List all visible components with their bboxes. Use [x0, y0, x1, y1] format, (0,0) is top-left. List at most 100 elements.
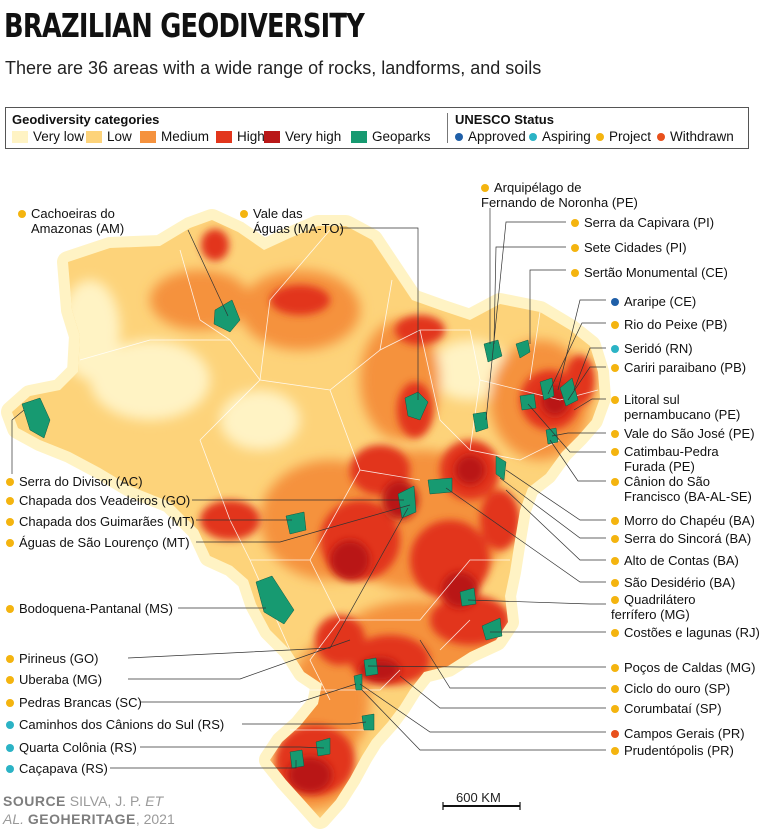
label-line: Cariri paraibano (PB): [624, 360, 747, 375]
status-dot-project: [240, 210, 248, 218]
label-cariri: Cariri paraibano (PB): [611, 360, 747, 375]
label-line: Furada (PE): [624, 459, 695, 474]
label-serra-sincora: Serra do Sincorá (BA): [611, 531, 752, 546]
source-credit: SOURCE SILVA, J. P. ET AL. GEOHERITAGE, …: [3, 792, 175, 828]
status-dot-project: [571, 219, 579, 227]
label-pirineus: Pirineus (GO): [6, 651, 99, 666]
status-dot-project: [6, 676, 14, 684]
label-vale-das-aguas: Vale das Águas (MA-TO): [240, 206, 344, 236]
scale-bar: [442, 802, 521, 810]
swatch-very-high: [264, 130, 280, 143]
label-corumbatai: Corumbataí (SP): [611, 701, 722, 716]
label-chapada-veadeiros: Chapada dos Veadeiros (GO): [6, 493, 190, 508]
status-dot-project: [611, 557, 619, 565]
source-journal: GEOHERITAGE: [27, 811, 136, 827]
label-line: São Desidério (BA): [624, 575, 736, 590]
status-dot-project: [18, 210, 26, 218]
dot-aspiring: [529, 132, 537, 141]
label-line: Vale do São José (PE): [624, 426, 755, 441]
label-line: Litoral sul: [624, 392, 680, 407]
dot-withdrawn: [657, 132, 665, 141]
status-dot-project: [6, 605, 14, 613]
label-serido: Seridó (RN): [611, 341, 693, 356]
legend-high: High: [216, 129, 265, 144]
legend-label: Medium: [161, 129, 210, 144]
label-line: Cachoeiras do: [31, 206, 115, 221]
leader-lines: [11, 208, 606, 769]
label-line: ferrífero (MG): [611, 607, 690, 622]
page-subtitle: There are 36 areas with a wide range of …: [5, 58, 542, 78]
scale-label: 600 KM: [456, 790, 501, 805]
status-dot-project: [611, 430, 619, 438]
legend-label: Aspiring: [542, 129, 591, 144]
source-authors: SILVA, J. P.: [69, 793, 146, 809]
label-catimbau: Catimbau-Pedra Furada (PE): [611, 444, 719, 474]
label-morro-do-chapeu: Morro do Chapéu (BA): [611, 513, 755, 528]
label-chapada-guimaraes: Chapada dos Guimarães (MT): [6, 514, 195, 529]
legend-very-high: Very high: [264, 129, 341, 144]
label-quadrilatero: Quadrilátero ferrífero (MG): [611, 592, 696, 622]
label-bodoquena: Bodoquena-Pantanal (MS): [6, 601, 173, 616]
label-line: Rio do Peixe (PB): [624, 317, 728, 332]
legend-very-low: Very low: [12, 129, 84, 144]
dot-project: [596, 132, 604, 141]
label-costoes-lagunas: Costões e lagunas (RJ): [611, 625, 760, 640]
label-line: Serra da Capivara (PI): [584, 215, 715, 230]
swatch-medium: [140, 130, 156, 143]
label-line: Bodoquena-Pantanal (MS): [19, 601, 173, 616]
status-dot-project: [611, 664, 619, 672]
status-dot-project: [611, 478, 619, 486]
label-line: Poços de Caldas (MG): [624, 660, 756, 675]
label-alto-de-contas: Alto de Contas (BA): [611, 553, 739, 568]
label-canion-sao-francisco: Cânion do São Francisco (BA-AL-SE): [611, 474, 752, 504]
page-title: BRAZILIAN GEODIVERSITY: [4, 6, 365, 45]
status-dot-approved: [611, 298, 619, 306]
label-line: Morro do Chapéu (BA): [624, 513, 755, 528]
label-sertao-monumental: Sertão Monumental (CE): [571, 265, 728, 280]
swatch-high: [216, 130, 232, 143]
legend-unesco-title: UNESCO Status: [455, 112, 554, 127]
label-line: Cânion do São: [624, 474, 711, 489]
status-dot-aspiring: [6, 721, 14, 729]
label-line: Quadrilátero: [624, 592, 696, 607]
label-pedras-brancas: Pedras Brancas (SC): [6, 695, 142, 710]
label-vale-sao-jose: Vale do São José (PE): [611, 426, 755, 441]
status-dot-project: [611, 579, 619, 587]
legend-label: Low: [107, 129, 132, 144]
label-line: Sete Cidades (PI): [584, 240, 687, 255]
label-uberaba: Uberaba (MG): [6, 672, 103, 687]
label-line: Pedras Brancas (SC): [19, 695, 142, 710]
status-dot-project: [6, 699, 14, 707]
status-dot-project: [611, 396, 619, 404]
label-aguas-sao-lourenco: Águas de São Lourenço (MT): [6, 535, 190, 550]
label-sao-desiderio: São Desidério (BA): [611, 575, 736, 590]
label-line: Prudentópolis (PR): [624, 743, 734, 758]
status-dot-project: [611, 596, 619, 604]
status-dot-project: [6, 478, 14, 486]
label-serra-capivara: Serra da Capivara (PI): [571, 215, 715, 230]
legend-label: Geoparks: [372, 129, 431, 144]
status-dot-project: [611, 747, 619, 755]
label-quarta-colonia: Quarta Colônia (RS): [6, 740, 137, 755]
legend-label: Very high: [285, 129, 342, 144]
legend-low: Low: [86, 129, 132, 144]
label-line: Corumbataí (SP): [624, 701, 722, 716]
swatch-geoparks: [351, 130, 367, 143]
label-caminhos-canions: Caminhos dos Cânions do Sul (RS): [6, 717, 224, 732]
status-dot-project: [611, 535, 619, 543]
source-prefix: SOURCE: [3, 793, 66, 809]
label-cacapava: Caçapava (RS): [6, 761, 108, 776]
label-pocos-de-caldas: Poços de Caldas (MG): [611, 660, 756, 675]
legend-label: High: [237, 129, 265, 144]
label-line: Chapada dos Guimarães (MT): [19, 514, 195, 529]
legend-withdrawn: Withdrawn: [657, 129, 734, 144]
label-line: Serra do Sincorá (BA): [624, 531, 752, 546]
source-et: ET: [145, 793, 164, 809]
label-rio-do-peixe: Rio do Peixe (PB): [611, 317, 728, 332]
status-dot-project: [611, 685, 619, 693]
status-dot-aspiring: [611, 345, 619, 353]
label-line: Amazonas (AM): [31, 221, 125, 236]
label-line: Uberaba (MG): [19, 672, 103, 687]
label-line: Serra do Divisor (AC): [19, 474, 143, 489]
label-line: Pirineus (GO): [19, 651, 99, 666]
